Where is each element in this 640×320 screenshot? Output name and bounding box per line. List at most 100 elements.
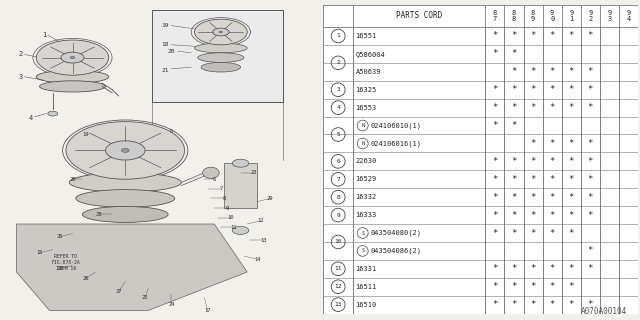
Text: 19: 19 (161, 23, 168, 28)
Bar (152, 10, 284, 102)
Text: *: * (511, 282, 516, 291)
Text: *: * (511, 121, 516, 130)
Text: 10: 10 (335, 239, 342, 244)
Ellipse shape (122, 148, 129, 152)
Text: 8: 8 (336, 195, 340, 200)
Text: 16333: 16333 (356, 212, 377, 218)
Text: *: * (550, 175, 555, 184)
Text: 28: 28 (95, 212, 102, 217)
Text: N: N (361, 123, 364, 128)
Text: *: * (588, 103, 593, 112)
Text: *: * (588, 264, 593, 273)
Text: 8
8: 8 8 (512, 10, 516, 22)
Text: 21: 21 (161, 68, 168, 73)
Text: 16510: 16510 (356, 302, 377, 308)
Ellipse shape (40, 81, 106, 92)
Text: *: * (531, 300, 536, 309)
Text: 024106010(1): 024106010(1) (371, 122, 422, 129)
Text: *: * (550, 139, 555, 148)
Text: 19: 19 (83, 132, 89, 137)
Text: *: * (492, 193, 498, 202)
Text: *: * (568, 300, 574, 309)
Text: *: * (568, 264, 574, 273)
Text: *: * (531, 139, 536, 148)
Text: *: * (531, 211, 536, 220)
Text: A070A00104: A070A00104 (581, 307, 627, 316)
Text: *: * (568, 157, 574, 166)
Text: 23: 23 (250, 170, 257, 175)
Text: *: * (531, 175, 536, 184)
Text: 8
9: 8 9 (531, 10, 535, 22)
Ellipse shape (36, 40, 109, 75)
Ellipse shape (203, 167, 219, 178)
Text: *: * (588, 300, 593, 309)
Ellipse shape (106, 141, 145, 160)
Text: *: * (588, 31, 593, 41)
Ellipse shape (198, 53, 244, 62)
Bar (224, 163, 257, 208)
Text: Q586004: Q586004 (356, 51, 385, 57)
Text: 043504086(2): 043504086(2) (371, 248, 422, 254)
Text: *: * (550, 157, 555, 166)
Text: *: * (531, 31, 536, 41)
Text: 9
2: 9 2 (588, 10, 593, 22)
Text: *: * (568, 175, 574, 184)
Text: *: * (568, 193, 574, 202)
Text: *: * (511, 67, 516, 76)
Text: *: * (511, 300, 516, 309)
Text: 3: 3 (336, 87, 340, 92)
Text: *: * (588, 211, 593, 220)
Text: *: * (588, 193, 593, 202)
Text: 27: 27 (115, 289, 122, 294)
Text: 6: 6 (212, 177, 216, 182)
Text: 22: 22 (142, 295, 148, 300)
Text: A50639: A50639 (356, 69, 381, 75)
Text: *: * (550, 31, 555, 41)
Text: *: * (511, 228, 516, 237)
Text: 12: 12 (257, 218, 264, 223)
Text: 1: 1 (336, 34, 340, 38)
Text: *: * (511, 193, 516, 202)
Text: 024106016(1): 024106016(1) (371, 140, 422, 147)
Text: 20: 20 (69, 177, 76, 182)
Text: *: * (511, 49, 516, 58)
Text: 2: 2 (19, 52, 23, 57)
Text: *: * (568, 85, 574, 94)
Ellipse shape (195, 19, 247, 45)
Text: *: * (568, 282, 574, 291)
Text: *: * (531, 228, 536, 237)
Text: *: * (492, 175, 498, 184)
Text: 16331: 16331 (356, 266, 377, 272)
Text: 13: 13 (335, 302, 342, 307)
Text: *: * (568, 31, 574, 41)
Text: 9
1: 9 1 (569, 10, 573, 22)
Text: *: * (492, 300, 498, 309)
Text: *: * (511, 31, 516, 41)
Text: *: * (568, 228, 574, 237)
Text: 16332: 16332 (356, 194, 377, 200)
Text: *: * (531, 103, 536, 112)
Text: 16529: 16529 (356, 176, 377, 182)
Ellipse shape (76, 189, 175, 207)
Text: *: * (492, 85, 498, 94)
Text: 24: 24 (168, 301, 175, 307)
Text: *: * (511, 85, 516, 94)
Text: *: * (492, 264, 498, 273)
Text: 8
7: 8 7 (493, 10, 497, 22)
Text: 12: 12 (335, 284, 342, 289)
Text: 15: 15 (36, 250, 43, 255)
Text: 16511: 16511 (356, 284, 377, 290)
Text: 16551: 16551 (356, 33, 377, 39)
Text: *: * (531, 85, 536, 94)
Text: *: * (492, 157, 498, 166)
Text: *: * (588, 175, 593, 184)
Text: *: * (588, 139, 593, 148)
Text: 2: 2 (336, 60, 340, 65)
Text: 6: 6 (336, 159, 340, 164)
Text: *: * (511, 211, 516, 220)
Text: 18: 18 (161, 42, 168, 47)
Text: 9: 9 (226, 205, 229, 211)
Text: 7: 7 (220, 186, 223, 191)
Text: *: * (492, 49, 498, 58)
Text: *: * (531, 282, 536, 291)
